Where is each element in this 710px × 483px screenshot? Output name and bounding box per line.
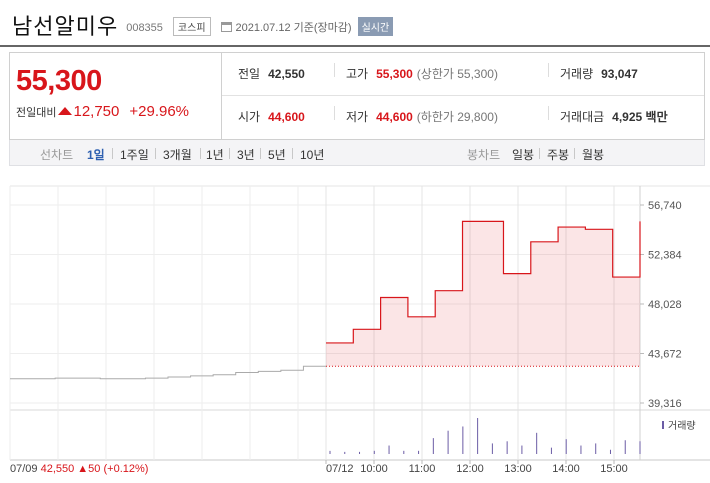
previous-day-date: 07/09 <box>10 463 41 475</box>
tab-separator <box>539 148 540 159</box>
stock-header: 남선알미우 008355 코스피 2021.07.12 기준(장마감) 실시간 <box>12 10 394 40</box>
up-arrow-icon <box>58 106 73 115</box>
y-tick-label: 56,740 <box>648 200 682 212</box>
y-tick-label: 39,316 <box>648 398 682 410</box>
stat-label: 전일 <box>238 67 261 81</box>
stat-amount: 거래대금 4,925 백만 <box>560 108 668 125</box>
tab-separator <box>229 148 230 159</box>
previous-day-change-pct: (+0.12%) <box>103 463 148 475</box>
change-row: 전일대비 12,750 +29.96% <box>16 103 189 120</box>
change-percent: +29.96% <box>129 103 190 120</box>
tab-separator <box>200 148 201 159</box>
y-tick-label: 48,028 <box>648 299 682 311</box>
x-tick-label: 12:00 <box>456 463 484 475</box>
x-tick-label: 11:00 <box>409 463 436 475</box>
stock-name: 남선알미우 <box>12 14 119 39</box>
tab-5-year[interactable]: 5년 <box>268 148 286 162</box>
stat-low: 저가 44,600 (하한가 29,800) <box>346 108 498 125</box>
chart-grid <box>9 185 710 464</box>
tab-separator <box>574 148 575 159</box>
stat-label: 거래량 <box>560 67 594 81</box>
volume-bars <box>329 418 641 454</box>
stat-separator <box>334 106 335 120</box>
stat-label: 고가 <box>346 67 369 81</box>
tab-3-year[interactable]: 3년 <box>237 148 255 162</box>
y-tick-label: 43,672 <box>648 349 682 361</box>
x-tick-label: 07/12 <box>326 463 354 475</box>
quote-panel: 55,300 전일대비 12,750 +29.96% 전일 42,550 고가 … <box>9 52 705 140</box>
stat-high: 고가 55,300 (상한가 55,300) <box>346 65 498 82</box>
price-lines <box>10 220 641 380</box>
stat-open: 시가 44,600 <box>238 108 305 125</box>
candle-chart-label: 봉차트 <box>467 148 501 162</box>
stat-value: 93,047 <box>601 67 638 81</box>
quote-date: 2021.07.12 기준(장마감) <box>235 21 352 34</box>
header-divider <box>0 45 710 47</box>
chart-period-tabs: 선차트 1일 1주일 3개월 1년 3년 5년 10년 봉차트 일봉 주봉 월봉 <box>9 140 705 166</box>
previous-day-summary: 07/09 42,550 ▲50 (+0.12%) <box>10 463 148 475</box>
today-price-line <box>326 220 641 344</box>
stat-value: 44,600 <box>376 110 413 124</box>
stock-code: 008355 <box>126 21 163 34</box>
volume-label: 거래량 <box>668 420 696 432</box>
x-tick-label: 10:00 <box>360 463 388 475</box>
price-area <box>326 221 640 367</box>
realtime-button[interactable]: 실시간 <box>357 17 394 36</box>
tab-1-day[interactable]: 1일 <box>87 148 105 162</box>
stat-extra: (상한가 55,300) <box>416 67 498 81</box>
calendar-icon <box>220 21 232 32</box>
market-badge: 코스피 <box>172 17 211 36</box>
tab-separator <box>112 148 113 159</box>
previous-day-close: 42,550 <box>41 463 78 475</box>
stat-value: 55,300 <box>376 67 413 81</box>
line-chart-label: 선차트 <box>40 148 74 162</box>
tab-weekly-candle[interactable]: 주봉 <box>547 148 570 162</box>
x-tick-label: 15:00 <box>600 463 628 475</box>
chart-axes: 56,740 52,384 48,028 43,672 39,316 거래량 07/12 10… <box>10 200 696 475</box>
today-price-area <box>326 221 640 367</box>
stat-separator <box>334 63 335 77</box>
current-price-panel: 55,300 전일대비 12,750 +29.96% <box>10 53 222 139</box>
stat-label: 시가 <box>238 110 261 124</box>
stat-label: 저가 <box>346 110 369 124</box>
current-price: 55,300 <box>16 65 102 97</box>
previous-day-change: ▲50 <box>77 463 103 475</box>
tab-daily-candle[interactable]: 일봉 <box>512 148 535 162</box>
change-label: 전일대비 <box>16 106 57 119</box>
y-tick-label: 52,384 <box>648 250 682 262</box>
tab-10-year[interactable]: 10년 <box>300 148 325 162</box>
stat-extra: (하한가 29,800) <box>416 110 498 124</box>
stat-volume: 거래량 93,047 <box>560 65 638 82</box>
stat-value: 42,550 <box>268 67 305 81</box>
tab-separator <box>292 148 293 159</box>
stat-separator <box>548 63 549 77</box>
tab-1-year[interactable]: 1년 <box>206 148 224 162</box>
change-amount: 12,750 <box>73 103 120 120</box>
tab-1-week[interactable]: 1주일 <box>120 148 149 162</box>
stat-value: 44,600 <box>268 110 305 124</box>
x-tick-label: 13:00 <box>504 463 532 475</box>
stat-prev-close: 전일 42,550 <box>238 65 305 82</box>
tab-separator <box>260 148 261 159</box>
stats-divider <box>222 95 704 96</box>
volume-legend-swatch <box>662 421 664 429</box>
previous-day-line <box>10 365 326 380</box>
tab-separator <box>155 148 156 159</box>
tab-monthly-candle[interactable]: 월봉 <box>582 148 605 162</box>
tab-3-month[interactable]: 3개월 <box>163 148 192 162</box>
stat-label: 거래대금 <box>560 110 605 124</box>
x-tick-label: 14:00 <box>552 463 580 475</box>
stat-separator <box>548 106 549 120</box>
stat-value: 4,925 백만 <box>612 110 668 124</box>
